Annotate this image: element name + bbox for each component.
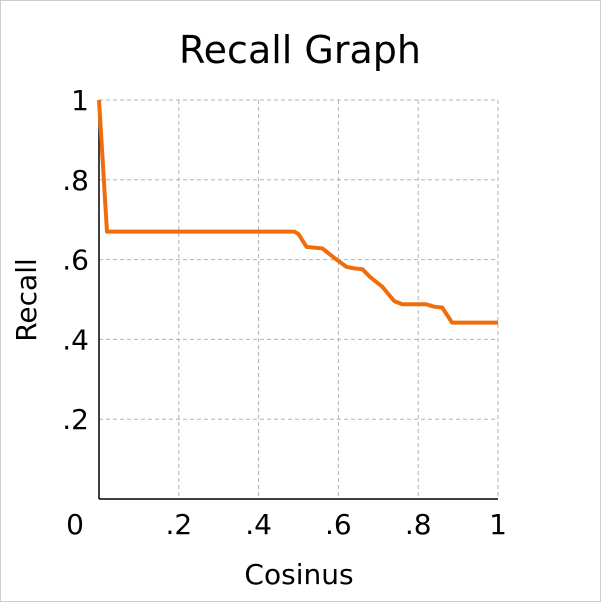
gridlines [99, 99, 499, 499]
y-tick-label: .2 [62, 403, 89, 436]
y-tick-label: .8 [62, 164, 89, 197]
y-tick-labels: .2 .4 .6 .8 1 [62, 84, 89, 436]
x-tick-label: .2 [165, 508, 192, 541]
y-tick-label: 1 [71, 84, 89, 117]
x-tick-label: .8 [405, 508, 432, 541]
recall-series-line [97, 99, 498, 325]
x-axis-label: Cosinus [244, 558, 353, 591]
series-group [97, 99, 498, 325]
y-tick-label: .6 [62, 244, 89, 277]
chart-title: Recall Graph [179, 28, 421, 72]
x-tick-label: .4 [245, 508, 272, 541]
axes [98, 100, 498, 500]
x-tick-label: 1 [489, 508, 507, 541]
x-tick-label: 0 [66, 508, 84, 541]
y-axis-label: Recall [10, 258, 43, 342]
y-tick-label: .4 [62, 323, 89, 356]
x-tick-labels: 0 .2 .4 .6 .8 1 [66, 508, 507, 541]
x-tick-label: .6 [325, 508, 352, 541]
